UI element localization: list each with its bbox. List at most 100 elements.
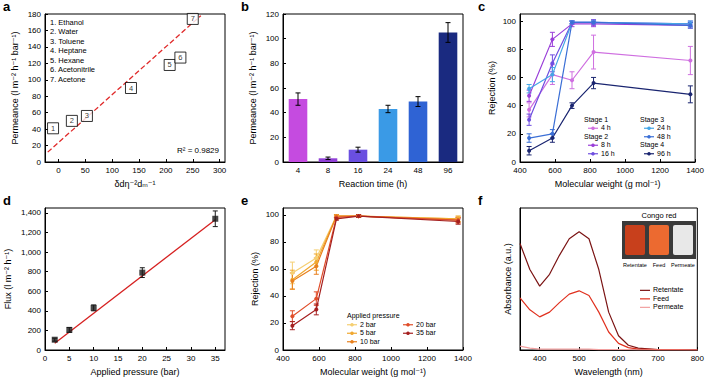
- svg-text:δdη⁻²dₘ⁻¹: δdη⁻²dₘ⁻¹: [114, 179, 155, 189]
- svg-text:1,000: 1,000: [21, 248, 42, 257]
- svg-text:600: 600: [28, 287, 42, 296]
- svg-text:1000: 1000: [382, 354, 400, 363]
- svg-text:Rejection (%): Rejection (%): [487, 61, 497, 115]
- svg-text:250: 250: [186, 166, 200, 175]
- svg-text:120: 120: [266, 10, 280, 19]
- svg-text:16 h: 16 h: [601, 150, 615, 157]
- svg-text:1400: 1400: [454, 354, 472, 363]
- svg-text:20: 20: [507, 129, 516, 138]
- svg-text:Permeance (l m⁻² h⁻¹ bar⁻¹): Permeance (l m⁻² h⁻¹ bar⁻¹): [248, 32, 258, 145]
- svg-text:160: 160: [28, 26, 42, 35]
- svg-text:400: 400: [276, 354, 290, 363]
- svg-text:5: 5: [168, 60, 172, 69]
- svg-text:7. Acetone: 7. Acetone: [50, 75, 85, 84]
- svg-text:0: 0: [56, 166, 61, 175]
- svg-text:5: 5: [67, 354, 72, 363]
- svg-text:120: 120: [28, 59, 42, 68]
- svg-text:b: b: [241, 0, 249, 14]
- svg-text:400: 400: [533, 354, 547, 363]
- svg-text:24 h: 24 h: [657, 124, 671, 131]
- svg-text:10 bar: 10 bar: [360, 338, 381, 345]
- svg-text:48: 48: [414, 166, 423, 175]
- svg-text:180: 180: [28, 10, 42, 19]
- svg-text:0: 0: [43, 354, 48, 363]
- svg-text:80: 80: [32, 92, 41, 101]
- svg-text:200: 200: [28, 326, 42, 335]
- svg-text:6: 6: [178, 53, 182, 62]
- svg-text:20 bar: 20 bar: [416, 321, 437, 328]
- svg-text:8 h: 8 h: [601, 141, 611, 148]
- svg-text:100: 100: [266, 210, 280, 219]
- svg-text:7: 7: [191, 14, 195, 23]
- svg-text:Permeate: Permeate: [653, 303, 683, 310]
- svg-text:2: 2: [70, 116, 74, 125]
- svg-text:Congo red: Congo red: [641, 211, 676, 220]
- svg-text:3. Toluene: 3. Toluene: [50, 37, 84, 46]
- svg-text:a: a: [3, 0, 11, 14]
- svg-text:60: 60: [270, 264, 279, 273]
- svg-text:f: f: [478, 193, 483, 208]
- svg-text:5. Hexane: 5. Hexane: [50, 56, 84, 65]
- svg-text:40: 40: [270, 291, 279, 300]
- svg-text:400: 400: [28, 306, 42, 315]
- svg-text:100: 100: [105, 166, 119, 175]
- svg-text:24: 24: [384, 166, 393, 175]
- svg-text:8: 8: [326, 166, 331, 175]
- svg-text:30: 30: [186, 354, 195, 363]
- svg-text:c: c: [478, 0, 485, 14]
- svg-text:Feed: Feed: [653, 262, 666, 268]
- svg-text:96: 96: [444, 166, 453, 175]
- svg-text:800: 800: [691, 354, 705, 363]
- svg-text:800: 800: [28, 267, 42, 276]
- svg-text:1,400: 1,400: [21, 208, 42, 217]
- svg-text:Molecular weight (g mol⁻¹): Molecular weight (g mol⁻¹): [555, 179, 661, 189]
- svg-text:80: 80: [270, 237, 279, 246]
- svg-text:1200: 1200: [418, 354, 436, 363]
- svg-text:1400: 1400: [686, 166, 704, 175]
- svg-text:3: 3: [85, 111, 89, 120]
- svg-text:20: 20: [270, 133, 279, 142]
- svg-text:1000: 1000: [616, 166, 634, 175]
- svg-text:100: 100: [28, 75, 42, 84]
- svg-text:Retentate: Retentate: [653, 286, 683, 293]
- svg-text:60: 60: [270, 84, 279, 93]
- svg-text:5 bar: 5 bar: [360, 329, 377, 336]
- svg-text:d: d: [3, 193, 11, 208]
- svg-text:20: 20: [270, 318, 279, 327]
- svg-text:100: 100: [266, 34, 280, 43]
- svg-text:15: 15: [114, 354, 123, 363]
- svg-text:1,200: 1,200: [21, 228, 42, 237]
- svg-text:140: 140: [28, 42, 42, 51]
- svg-text:1200: 1200: [651, 166, 669, 175]
- svg-text:300: 300: [213, 166, 227, 175]
- svg-text:200: 200: [159, 166, 173, 175]
- svg-text:Wavelength (nm): Wavelength (nm): [575, 367, 643, 377]
- svg-text:0: 0: [37, 158, 42, 167]
- svg-text:48 h: 48 h: [657, 133, 671, 140]
- svg-text:Stage 3: Stage 3: [640, 116, 664, 124]
- svg-text:e: e: [241, 193, 248, 208]
- svg-text:Molecular weight (g mol⁻¹): Molecular weight (g mol⁻¹): [320, 367, 426, 377]
- svg-text:150: 150: [132, 166, 146, 175]
- svg-text:700: 700: [651, 354, 665, 363]
- svg-text:Stage 4: Stage 4: [640, 141, 664, 149]
- svg-text:60: 60: [32, 108, 41, 117]
- svg-text:Applied pressure (bar): Applied pressure (bar): [90, 367, 179, 377]
- svg-text:Feed: Feed: [653, 295, 669, 302]
- svg-text:800: 800: [583, 166, 597, 175]
- svg-text:Reaction time (h): Reaction time (h): [339, 179, 408, 189]
- svg-text:1. Ethanol: 1. Ethanol: [50, 18, 84, 27]
- svg-text:50: 50: [81, 166, 90, 175]
- svg-text:R² = 0.9829: R² = 0.9829: [177, 146, 220, 155]
- svg-text:4 h: 4 h: [601, 124, 611, 131]
- svg-text:16: 16: [354, 166, 363, 175]
- svg-text:400: 400: [513, 166, 527, 175]
- svg-text:600: 600: [548, 166, 562, 175]
- svg-text:Retentate: Retentate: [623, 262, 647, 268]
- svg-text:20: 20: [138, 354, 147, 363]
- svg-text:800: 800: [348, 354, 362, 363]
- svg-text:35 bar: 35 bar: [416, 329, 437, 336]
- svg-text:35: 35: [211, 354, 220, 363]
- svg-text:25: 25: [162, 354, 171, 363]
- svg-text:600: 600: [612, 354, 626, 363]
